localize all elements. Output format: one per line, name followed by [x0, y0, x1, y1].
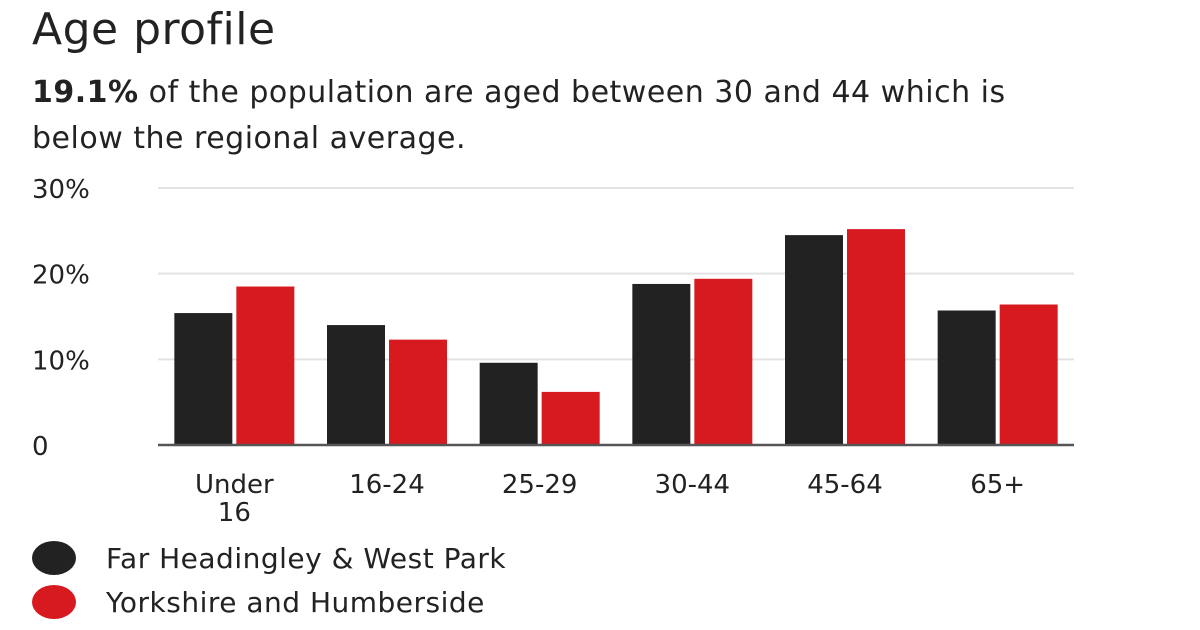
y-tick-label: 30% [32, 175, 90, 205]
y-tick-label: 0 [32, 432, 49, 462]
x-tick-label: 25-29 [502, 470, 578, 500]
chart-title: Age profile [32, 4, 276, 55]
y-tick-label: 20% [32, 261, 90, 291]
bar-series-1 [174, 313, 233, 445]
bar-chart: 0 10% 20% 30% Under 16 16-24 25-29 30-44 45-64 65+ [32, 175, 1074, 528]
subtitle-highlight: 19.1% [32, 75, 139, 110]
legend-swatch-series-1 [32, 541, 76, 575]
bar-series-1 [937, 310, 996, 445]
bar-series-2 [847, 229, 905, 445]
bar-series-1 [327, 325, 385, 445]
x-tick-label: 16-24 [349, 470, 425, 500]
bar-series-2 [999, 304, 1058, 445]
x-tick-label: 65+ [970, 470, 1025, 500]
bar-series-1 [785, 235, 843, 445]
chart-subtitle: 19.1% of the population are aged between… [32, 70, 1032, 162]
subtitle-text: of the population are aged between 30 an… [32, 75, 1006, 156]
x-tick-label: Under 16 [195, 470, 274, 528]
legend-swatch-series-2 [32, 585, 76, 619]
y-tick-label: 10% [32, 346, 90, 376]
legend-label-series-2: Yorkshire and Humberside [106, 585, 485, 619]
bar-series-2 [389, 339, 447, 445]
bar-series-2 [694, 278, 753, 445]
bar-series-1 [479, 362, 538, 445]
bar-series-2 [541, 391, 600, 445]
chart-legend: Far Headingley & West Park Yorkshire and… [32, 536, 506, 624]
bar-series-2 [236, 286, 295, 445]
legend-item-series-1: Far Headingley & West Park [32, 536, 506, 580]
legend-label-series-1: Far Headingley & West Park [106, 541, 507, 575]
x-tick-label: 30-44 [655, 470, 731, 500]
bar-series-1 [632, 283, 691, 445]
x-tick-label: 45-64 [807, 470, 883, 500]
legend-item-series-2: Yorkshire and Humberside [32, 580, 506, 624]
